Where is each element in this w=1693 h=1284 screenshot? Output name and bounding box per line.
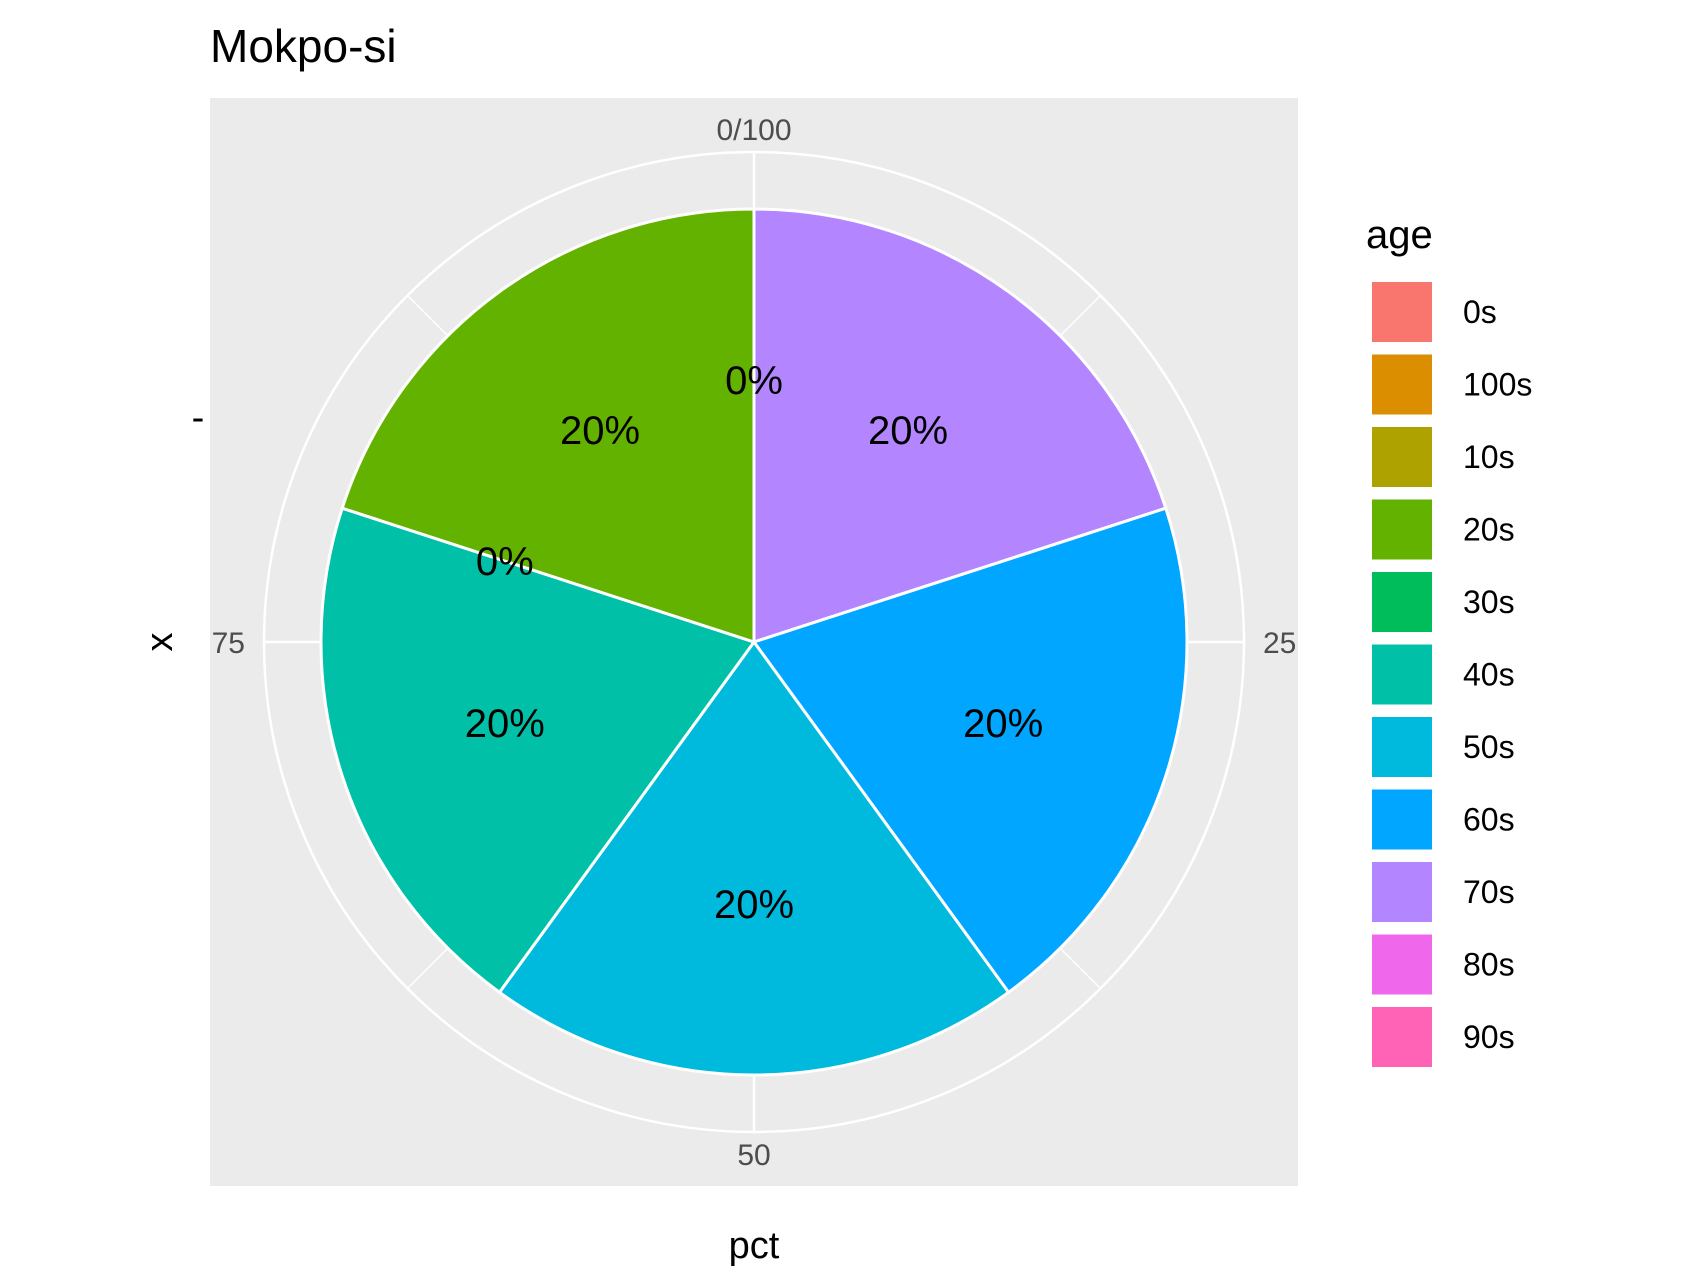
slice-label-30s: 0% <box>476 540 534 584</box>
slice-20s <box>340 207 756 645</box>
legend-key-30s <box>1370 570 1434 634</box>
theta-tick-label: 50 <box>737 1139 770 1172</box>
legend-key-50s <box>1370 715 1434 779</box>
slice-40s <box>319 506 757 995</box>
legend-title: age <box>1366 213 1433 257</box>
slice-label-70s: 20% <box>868 409 948 453</box>
theta-ticks: 0/100 25 50 75 <box>212 114 1297 1172</box>
theta-tick-label: 0/100 <box>716 114 791 147</box>
slice-label-50s: 20% <box>714 883 794 927</box>
legend-key-20s <box>1370 497 1434 562</box>
slice-labels: 20% 20% 20% 20% 0% 20% 0% <box>465 359 1043 927</box>
slice-label-60s: 20% <box>963 702 1043 746</box>
legend-key-40s <box>1370 642 1434 707</box>
legend-label-60s: 60s <box>1463 802 1515 838</box>
y-axis-title: x <box>139 633 181 652</box>
chart-title: Mokpo-si <box>210 20 397 72</box>
theta-tick-label: 25 <box>1263 627 1296 660</box>
theta-tick-label: 75 <box>212 627 245 660</box>
slice-label-20s: 20% <box>560 409 640 453</box>
legend-label-40s: 40s <box>1463 657 1515 693</box>
legend-label-80s: 80s <box>1463 947 1515 983</box>
legend-key-0s <box>1370 280 1434 344</box>
legend-label-50s: 50s <box>1463 729 1515 765</box>
legend-key-90s <box>1370 1005 1434 1069</box>
y-axis-tick-label: - <box>192 397 205 439</box>
slice-label-10s: 0% <box>725 359 783 403</box>
legend-key-10s <box>1370 425 1434 489</box>
slice-label-40s: 20% <box>465 702 545 746</box>
legend-label-100s: 100s <box>1463 367 1532 403</box>
slice-70s <box>752 207 1168 645</box>
legend-label-10s: 10s <box>1463 439 1515 475</box>
legend-label-90s: 90s <box>1463 1019 1515 1055</box>
legend-key-80s <box>1370 932 1434 997</box>
legend-label-0s: 0s <box>1463 294 1497 330</box>
legend: age 0s 100s 10s 20s 30s 40s 50s 60s 70s 80s 90s <box>1366 213 1532 1069</box>
slice-60s <box>751 506 1189 995</box>
legend-label-70s: 70s <box>1463 874 1515 910</box>
slice-50s <box>497 639 1011 1077</box>
legend-key-100s <box>1370 352 1434 417</box>
legend-label-20s: 20s <box>1463 512 1515 548</box>
x-axis-title: pct <box>729 1225 780 1267</box>
legend-key-60s <box>1370 787 1434 852</box>
legend-label-30s: 30s <box>1463 584 1515 620</box>
pie-slices <box>319 207 1189 1077</box>
legend-key-70s <box>1370 860 1434 924</box>
